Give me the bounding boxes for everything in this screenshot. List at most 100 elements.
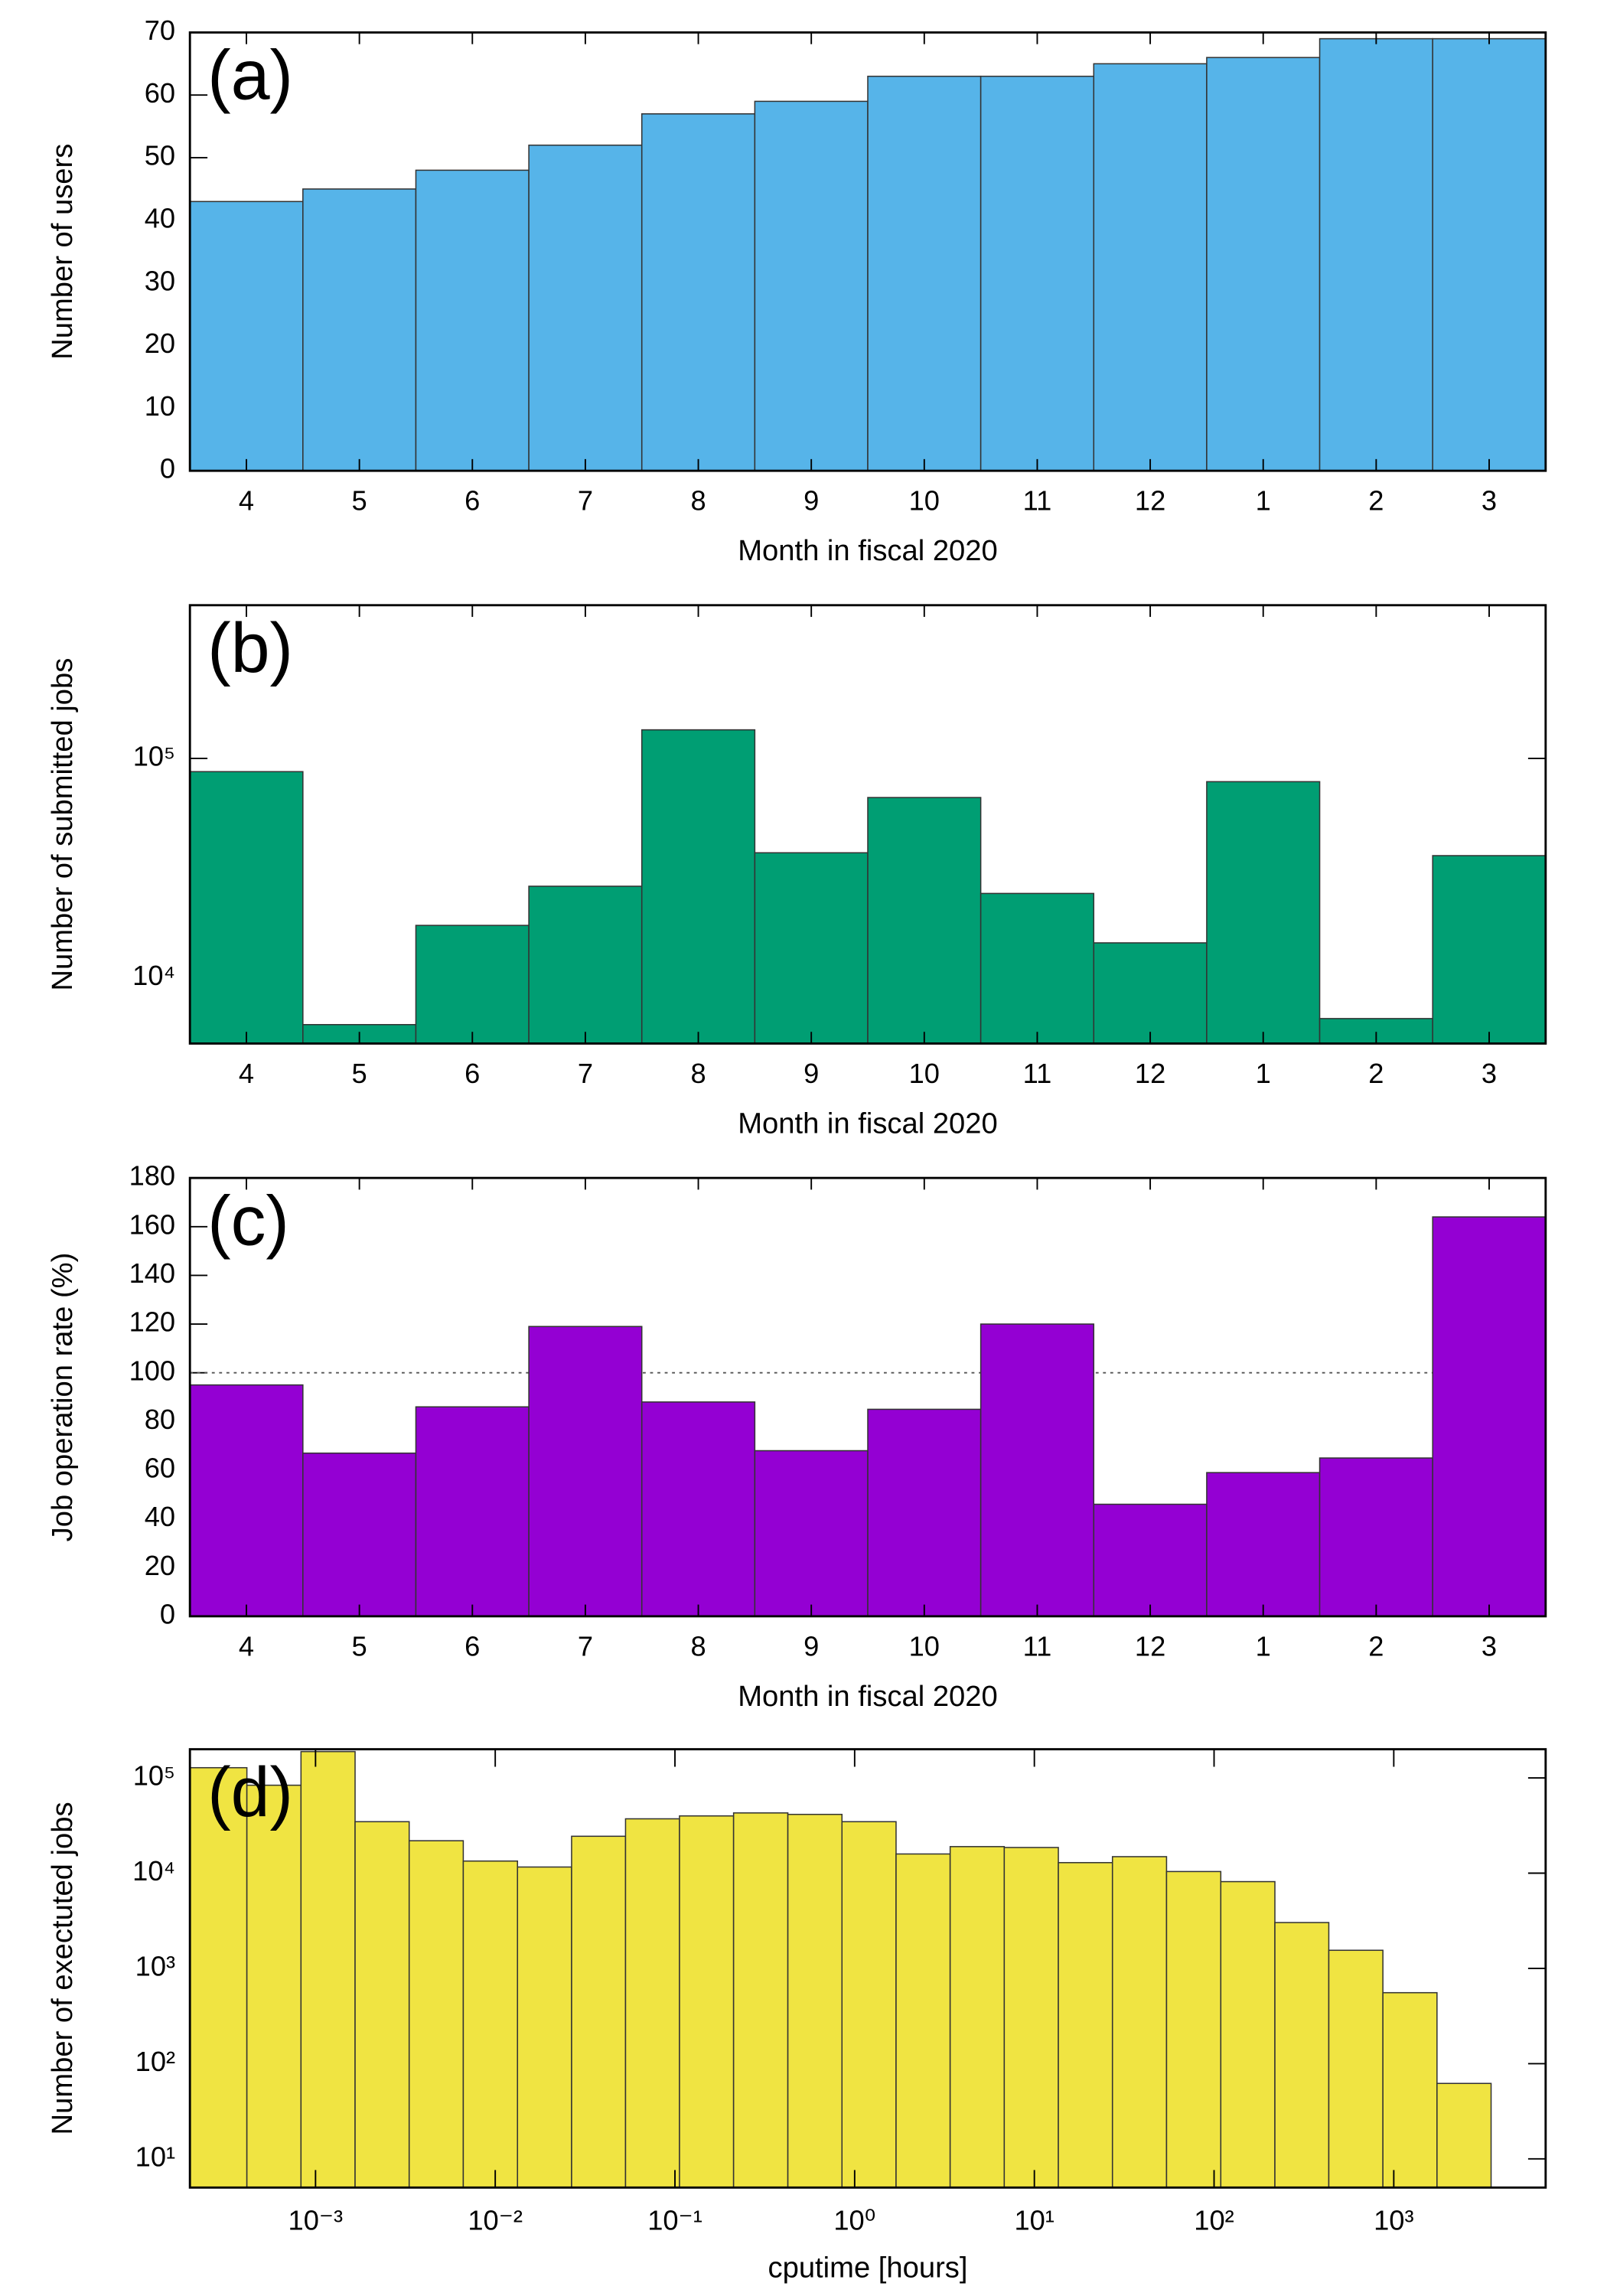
- x-tick-label: 5: [352, 1058, 367, 1089]
- bar: [787, 1813, 843, 2189]
- bar: [1220, 1880, 1276, 2189]
- x-tick-label: 1: [1256, 1058, 1271, 1089]
- panel-label: (a): [207, 37, 293, 115]
- bar: [1274, 1922, 1330, 2189]
- bar: [1206, 57, 1321, 471]
- y-tick-label: 10⁴: [132, 960, 175, 991]
- y-tick-label: 140: [129, 1257, 176, 1289]
- y-tick-label: 0: [160, 1598, 175, 1629]
- x-tick-label: 10: [909, 1630, 940, 1662]
- x-tick-label: 3: [1482, 485, 1497, 517]
- x-tick-label: 7: [578, 1630, 593, 1662]
- bar: [189, 771, 304, 1045]
- bar: [624, 1818, 680, 2189]
- y-tick-label: 50: [145, 140, 175, 171]
- bar: [1319, 1457, 1433, 1617]
- bar: [246, 1784, 302, 2189]
- y-tick-label: 120: [129, 1306, 176, 1338]
- bar: [867, 1408, 982, 1617]
- y-tick-label: 160: [129, 1208, 176, 1240]
- y-tick-label: 0: [160, 453, 175, 484]
- y-tick-label: 10: [145, 390, 175, 422]
- bar: [408, 1840, 464, 2189]
- y-tick-label: 10²: [135, 2046, 175, 2077]
- x-tick-label: 10³: [1374, 2205, 1413, 2236]
- plot-frame: [188, 1748, 1547, 2189]
- bar: [980, 75, 1095, 471]
- panel-label: (b): [207, 609, 293, 687]
- x-axis-title: Month in fiscal 2020: [738, 534, 998, 567]
- bar: [1058, 1861, 1113, 2189]
- x-tick-label: 4: [239, 1058, 254, 1089]
- x-tick-label: 11: [1023, 1630, 1052, 1662]
- bar: [754, 100, 869, 471]
- x-tick-label: 10: [909, 485, 940, 517]
- bar: [189, 201, 304, 471]
- bar: [415, 925, 530, 1045]
- x-tick-label: 10⁻¹: [647, 2205, 702, 2236]
- x-tick-label: 9: [804, 485, 819, 517]
- x-tick-label: 10: [909, 1058, 940, 1089]
- bar: [1003, 1847, 1059, 2189]
- y-tick-label: 10⁴: [132, 1855, 175, 1887]
- plot-frame: [188, 1176, 1547, 1618]
- bar: [189, 1384, 304, 1617]
- x-tick-label: 6: [464, 1058, 480, 1089]
- x-tick-label: 10¹: [1014, 2205, 1054, 2236]
- x-tick-label: 3: [1482, 1058, 1497, 1089]
- bar: [300, 1750, 356, 2189]
- y-tick-label: 10⁵: [133, 1760, 175, 1792]
- y-tick-label: 180: [129, 1160, 176, 1192]
- bar: [679, 1815, 735, 2189]
- plot-frame: [188, 31, 1547, 472]
- y-axis-title: Number of users: [46, 144, 79, 360]
- y-tick-label: 100: [129, 1355, 176, 1386]
- y-tick-label: 80: [145, 1404, 175, 1435]
- x-axis-title: Month in fiscal 2020: [738, 1107, 998, 1140]
- y-tick-label: 10⁵: [133, 741, 175, 772]
- x-tick-label: 4: [239, 1630, 254, 1662]
- x-tick-label: 1: [1256, 1630, 1271, 1662]
- bar: [867, 75, 982, 471]
- bar: [1206, 781, 1321, 1045]
- bar: [641, 1401, 756, 1617]
- x-tick-label: 7: [578, 1058, 593, 1089]
- bar: [754, 1450, 869, 1617]
- x-tick-label: 10⁰: [833, 2205, 875, 2236]
- bar: [1093, 63, 1208, 471]
- y-tick-label: 40: [145, 1501, 175, 1532]
- bar: [1382, 1991, 1438, 2189]
- x-tick-label: 3: [1482, 1630, 1497, 1662]
- x-tick-label: 2: [1368, 1058, 1384, 1089]
- x-tick-label: 5: [352, 1630, 367, 1662]
- x-tick-label: 1: [1256, 485, 1271, 517]
- bar: [980, 1323, 1095, 1617]
- bar: [1111, 1856, 1168, 2189]
- bar: [1319, 38, 1433, 471]
- bar: [732, 1812, 789, 2189]
- bar: [895, 1853, 951, 2189]
- bar: [517, 1866, 572, 2189]
- y-axis-title: Number of submitted jobs: [46, 658, 79, 991]
- y-tick-label: 20: [145, 328, 175, 359]
- bar: [949, 1846, 1006, 2189]
- y-tick-label: 30: [145, 265, 175, 296]
- x-tick-label: 2: [1368, 485, 1384, 517]
- bar: [980, 892, 1095, 1045]
- bar: [1165, 1870, 1222, 2189]
- x-tick-label: 10⁻³: [288, 2205, 344, 2236]
- bar: [867, 797, 982, 1045]
- x-tick-label: 6: [464, 485, 480, 517]
- y-tick-label: 20: [145, 1550, 175, 1581]
- x-tick-label: 8: [690, 485, 706, 517]
- y-tick-label: 60: [145, 1453, 175, 1484]
- y-tick-label: 60: [145, 77, 175, 109]
- x-tick-label: 11: [1023, 1058, 1052, 1089]
- bar: [641, 729, 756, 1045]
- bar: [1328, 1949, 1384, 2189]
- bar: [1093, 942, 1208, 1045]
- x-tick-label: 12: [1135, 485, 1165, 517]
- bar: [528, 1326, 643, 1617]
- bar: [571, 1835, 627, 2189]
- x-tick-label: 6: [464, 1630, 480, 1662]
